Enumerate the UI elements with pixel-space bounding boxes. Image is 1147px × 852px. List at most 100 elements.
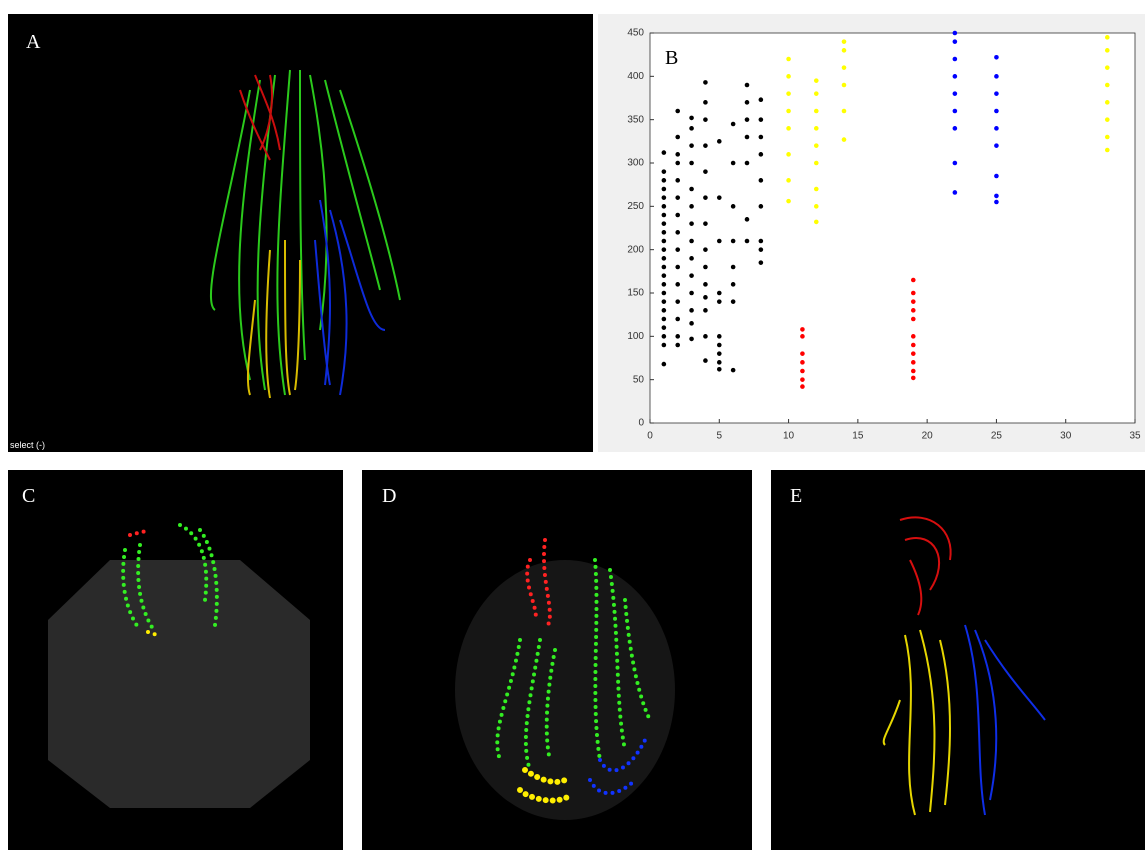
point bbox=[953, 190, 958, 195]
point bbox=[1105, 117, 1110, 122]
point bbox=[994, 174, 999, 179]
point bbox=[745, 217, 750, 222]
point bbox=[662, 247, 667, 252]
point bbox=[994, 109, 999, 114]
point bbox=[689, 291, 694, 296]
y-tick-label: 300 bbox=[627, 158, 644, 169]
point bbox=[786, 57, 791, 62]
point bbox=[689, 221, 694, 226]
point bbox=[911, 360, 916, 365]
point bbox=[717, 239, 722, 244]
point bbox=[689, 273, 694, 278]
point bbox=[842, 48, 847, 53]
point bbox=[662, 187, 667, 192]
point bbox=[689, 143, 694, 148]
point bbox=[717, 334, 722, 339]
point bbox=[759, 239, 764, 244]
point bbox=[662, 195, 667, 200]
point bbox=[994, 55, 999, 60]
point bbox=[717, 343, 722, 348]
point bbox=[662, 334, 667, 339]
point bbox=[662, 343, 667, 348]
point bbox=[786, 74, 791, 79]
point bbox=[759, 152, 764, 157]
point bbox=[731, 368, 736, 373]
point bbox=[689, 126, 694, 131]
point bbox=[994, 74, 999, 79]
point bbox=[662, 256, 667, 261]
point bbox=[662, 150, 667, 155]
point bbox=[675, 178, 680, 183]
point bbox=[911, 291, 916, 296]
point bbox=[814, 109, 819, 114]
point bbox=[703, 195, 708, 200]
point bbox=[675, 195, 680, 200]
point bbox=[745, 100, 750, 105]
point bbox=[662, 308, 667, 313]
point bbox=[731, 239, 736, 244]
point bbox=[703, 169, 708, 174]
point bbox=[703, 143, 708, 148]
point bbox=[1105, 48, 1110, 53]
point bbox=[953, 161, 958, 166]
point bbox=[953, 57, 958, 62]
point bbox=[745, 117, 750, 122]
point bbox=[953, 39, 958, 44]
y-tick-label: 0 bbox=[638, 418, 644, 429]
point bbox=[703, 117, 708, 122]
point bbox=[842, 65, 847, 70]
point bbox=[800, 377, 805, 382]
point bbox=[1105, 83, 1110, 88]
point bbox=[759, 247, 764, 252]
point bbox=[759, 135, 764, 140]
point bbox=[703, 265, 708, 270]
point bbox=[786, 178, 791, 183]
point bbox=[689, 321, 694, 326]
point bbox=[800, 384, 805, 389]
point bbox=[703, 80, 708, 85]
point bbox=[800, 327, 805, 332]
x-tick-label: 30 bbox=[1060, 431, 1072, 442]
point bbox=[675, 230, 680, 235]
point bbox=[662, 265, 667, 270]
point bbox=[731, 265, 736, 270]
y-tick-label: 400 bbox=[627, 71, 644, 82]
point bbox=[786, 109, 791, 114]
point bbox=[662, 230, 667, 235]
point bbox=[662, 213, 667, 218]
point bbox=[745, 135, 750, 140]
point bbox=[1105, 100, 1110, 105]
point bbox=[911, 317, 916, 322]
point bbox=[786, 152, 791, 157]
point bbox=[675, 334, 680, 339]
point bbox=[994, 194, 999, 199]
point bbox=[911, 376, 916, 381]
point bbox=[745, 239, 750, 244]
point bbox=[759, 97, 764, 102]
point bbox=[717, 367, 722, 372]
point bbox=[662, 221, 667, 226]
point bbox=[786, 199, 791, 204]
point bbox=[689, 187, 694, 192]
point bbox=[842, 109, 847, 114]
point bbox=[731, 204, 736, 209]
point bbox=[786, 91, 791, 96]
point bbox=[814, 91, 819, 96]
point bbox=[800, 351, 805, 356]
point bbox=[800, 360, 805, 365]
point bbox=[911, 278, 916, 283]
point bbox=[759, 204, 764, 209]
page: A select (-) B 0510152025303505010015020… bbox=[0, 0, 1147, 852]
point bbox=[953, 74, 958, 79]
point bbox=[703, 247, 708, 252]
y-tick-label: 150 bbox=[627, 288, 644, 299]
point bbox=[675, 161, 680, 166]
tissue bbox=[48, 560, 310, 808]
point bbox=[911, 351, 916, 356]
figure: A select (-) B 0510152025303505010015020… bbox=[0, 0, 1147, 852]
point bbox=[1105, 35, 1110, 40]
point bbox=[994, 126, 999, 131]
point bbox=[717, 291, 722, 296]
point bbox=[731, 299, 736, 304]
point bbox=[1105, 148, 1110, 153]
